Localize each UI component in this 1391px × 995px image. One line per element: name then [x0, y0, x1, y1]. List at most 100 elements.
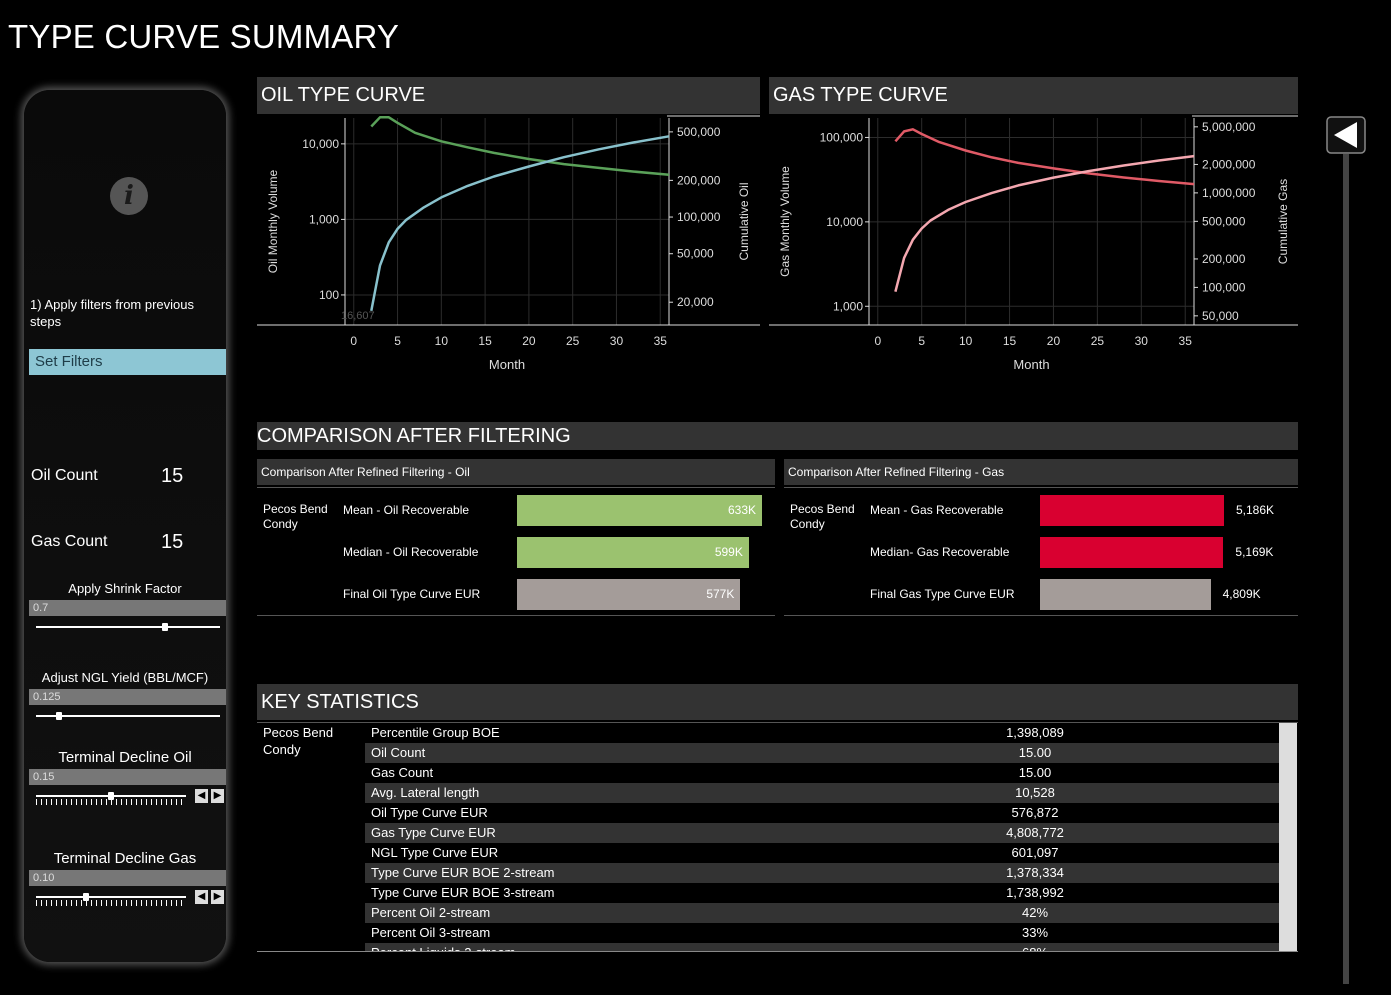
x-tick-label: 25: [1091, 334, 1105, 348]
stat-label: Gas Count: [371, 765, 434, 780]
shrink-factor-slider-thumb[interactable]: [161, 623, 168, 631]
x-tick-label: 20: [1047, 334, 1061, 348]
stat-value: 4,808,772: [1006, 825, 1064, 840]
info-icon[interactable]: i: [110, 177, 148, 215]
x-tick-label: 15: [478, 334, 492, 348]
terminal-decline-gas-decrement-button[interactable]: ◀: [195, 890, 208, 904]
terminal-decline-oil-increment-button[interactable]: ▶: [211, 789, 224, 803]
table-row: NGL Type Curve EUR 601,097: [365, 843, 1279, 863]
oil-row-label: Final Oil Type Curve EUR: [343, 587, 481, 601]
x-tick-label: 5: [394, 334, 401, 348]
x-tick-label: 35: [654, 334, 668, 348]
y-axis-title: Gas Monthly Volume: [778, 166, 792, 277]
stat-label: Oil Type Curve EUR: [371, 805, 488, 820]
terminal-decline-gas-slider-thumb[interactable]: [82, 893, 89, 901]
gas-type-curve-chart: 0 5 10 15 20 25 30 35 Month 1,000 10,000 100,000 50,…: [769, 115, 1298, 372]
y2-tick-label: 5,000,000: [1202, 120, 1256, 134]
gas-bar[interactable]: [1040, 537, 1224, 568]
oil-count-label: Oil Count: [31, 467, 98, 484]
table-row: Gas Count 15.00: [365, 763, 1279, 783]
terminal-decline-oil-decrement-button[interactable]: ◀: [195, 789, 208, 803]
corner-label: 16,607: [341, 310, 375, 322]
table-row: Percentile Group BOE 1,398,089: [365, 723, 1279, 743]
terminal-decline-oil-slider-thumb[interactable]: [108, 792, 114, 800]
x-axis-title: Month: [489, 357, 525, 372]
cumulative-line: [370, 135, 670, 312]
stat-label: Percent Oil 3-stream: [371, 925, 491, 940]
gas-bar[interactable]: [1040, 579, 1211, 610]
key-statistics-title: KEY STATISTICS: [257, 684, 1298, 720]
comparison-gas-group: Pecos Bend Condy: [790, 502, 855, 531]
ngl-yield-slider-thumb[interactable]: [56, 712, 62, 720]
stat-value: 10,528: [1015, 785, 1055, 800]
table-row: Oil Count 15.00: [365, 743, 1279, 763]
x-tick-label: 0: [874, 334, 881, 348]
stat-value: 42%: [1021, 905, 1049, 920]
stat-label: NGL Type Curve EUR: [371, 845, 499, 860]
terminal-decline-gas-increment-button[interactable]: ▶: [211, 890, 224, 904]
table-row: Oil Type Curve EUR 576,872: [365, 803, 1279, 823]
stat-value: 1,738,992: [1006, 885, 1064, 900]
y2-tick-label: 500,000: [677, 125, 721, 139]
oil-type-curve-title: OIL TYPE CURVE: [257, 77, 760, 114]
comparison-oil-group: Pecos Bend Condy: [263, 502, 328, 531]
set-filters-button[interactable]: Set Filters: [29, 349, 226, 375]
y2-tick-label: 500,000: [1202, 214, 1246, 228]
x-axis-title: Month: [1013, 357, 1049, 372]
ngl-yield-value: 0.125: [29, 689, 226, 705]
x-tick-label: 0: [350, 334, 357, 348]
oil-type-curve-chart: 0 5 10 15 20 25 30 35 Month 100 1,000 10,000 20,000 5…: [257, 115, 760, 372]
monthly-volume-line: [370, 116, 670, 177]
table-row: Percent Oil 2-stream 42%: [365, 903, 1279, 923]
stat-label: Percent Liquids 2-stream: [371, 943, 516, 951]
gas-bar-value: 5,186K: [1236, 503, 1275, 517]
x-tick-label: 30: [1135, 334, 1149, 348]
x-tick-label: 20: [522, 334, 536, 348]
oil-bar[interactable]: [517, 537, 749, 568]
shrink-factor-slider[interactable]: [36, 626, 220, 628]
gas-bar[interactable]: [1040, 495, 1224, 526]
stat-value: 15.00: [1018, 745, 1052, 760]
terminal-decline-oil-ticks: [36, 799, 186, 805]
terminal-decline-gas-value: 0.10: [29, 870, 226, 886]
gas-bar-value: 4,809K: [1222, 587, 1261, 601]
monthly-volume-line: [894, 128, 1195, 186]
stat-label: Type Curve EUR BOE 3-stream: [371, 885, 555, 900]
table-row: Gas Type Curve EUR 4,808,772: [365, 823, 1279, 843]
oil-row-label: Median - Oil Recoverable: [343, 545, 479, 559]
comparison-title: COMPARISON AFTER FILTERING: [257, 422, 1298, 450]
oil-row-label: Mean - Oil Recoverable: [343, 503, 470, 517]
x-tick-label: 25: [566, 334, 580, 348]
x-tick-label: 35: [1179, 334, 1193, 348]
x-tick-label: 10: [959, 334, 973, 348]
stat-value: 68%: [925, 943, 1145, 951]
collapse-panel-button[interactable]: [1326, 116, 1366, 154]
table-row: Type Curve EUR BOE 3-stream 1,738,992: [365, 883, 1279, 903]
key-statistics-table[interactable]: Pecos Bend Condy Percentile Group BOE 1,3…: [257, 722, 1298, 952]
x-tick-label: 5: [918, 334, 925, 348]
terminal-decline-oil-label: Terminal Decline Oil: [58, 749, 192, 766]
comparison-oil-subtitle: Comparison After Refined Filtering - Oil: [257, 459, 775, 485]
y2-axis-title: Cumulative Gas: [1276, 179, 1290, 264]
y2-tick-label: 20,000: [677, 295, 714, 309]
gas-count-value: 15: [161, 531, 184, 553]
y2-tick-label: 100,000: [1202, 280, 1246, 294]
oil-bar[interactable]: [517, 495, 762, 526]
ngl-yield-slider[interactable]: [36, 715, 220, 717]
table-scrollbar[interactable]: [1279, 723, 1297, 951]
terminal-decline-gas-label: Terminal Decline Gas: [53, 850, 197, 867]
terminal-decline-gas-slider[interactable]: [36, 896, 186, 898]
stat-value: 1,398,089: [1006, 725, 1064, 740]
stat-value: 576,872: [1011, 805, 1059, 820]
y2-tick-label: 50,000: [677, 247, 714, 261]
y-tick-label: 1,000: [833, 299, 863, 313]
oil-bar[interactable]: [517, 579, 741, 610]
y-tick-label: 100: [319, 288, 339, 302]
gas-type-curve-title: GAS TYPE CURVE: [769, 77, 1298, 114]
page-title: TYPE CURVE SUMMARY: [8, 18, 400, 55]
cumulative-line: [894, 154, 1195, 293]
stat-value: 1,378,334: [1006, 865, 1064, 880]
vertical-scroll-track[interactable]: [1343, 154, 1349, 984]
stat-label: Percentile Group BOE: [371, 725, 500, 740]
oil-bar-value: 577K: [706, 587, 735, 601]
